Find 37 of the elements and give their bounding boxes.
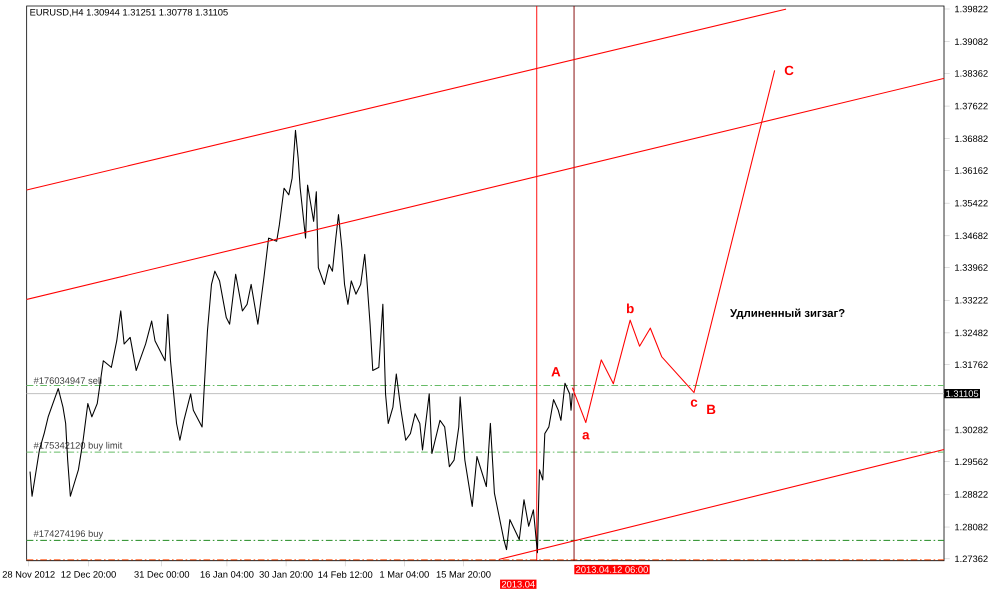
chart-title: EURUSD,H4 1.30944 1.31251 1.30778 1.31105 [30, 8, 228, 17]
y-tick-label: 1.33222 [955, 296, 988, 304]
y-tick-label: 1.35422 [955, 200, 988, 206]
y-tick-label: 1.38362 [955, 70, 988, 77]
annotation: b [626, 303, 634, 314]
annotation: A [551, 367, 560, 376]
y-tick-label: 1.28822 [955, 491, 988, 498]
y-tick-label: 1.36882 [955, 135, 988, 142]
y-tick-label: 1.39082 [955, 38, 988, 45]
y-tick-label: 1.39822 [955, 6, 988, 12]
y-tick-label: 1.36162 [955, 167, 988, 174]
y-tick-label: 1.27362 [955, 556, 988, 562]
x-tick-label: 31 Dec 00:00 [134, 571, 190, 578]
annotation: a [582, 432, 590, 440]
y-tick-label: 1.30282 [955, 426, 988, 434]
annotation: Удлиненный зигзаг? [730, 308, 844, 320]
x-tick-label: 1 Mar 04:00 [380, 571, 429, 578]
x-tick-label: 16 Jan 04:00 [200, 571, 254, 578]
y-tick-label: 1.34682 [955, 232, 988, 240]
x-tick-label: 15 Mar 20:00 [436, 571, 491, 578]
x-tick-label: 28 Nov 2012 [2, 571, 55, 578]
x-tick-label: 14 Feb 12:00 [318, 571, 372, 578]
annotation: B [707, 404, 716, 414]
y-tick-label: 1.31762 [955, 361, 988, 368]
ref-line-label: 2013.04 [502, 580, 535, 588]
annotation: C [784, 66, 794, 76]
ref-line-label: 1.31105 [946, 390, 978, 397]
annotation: c [690, 399, 698, 407]
ref-line-label: #174274196 buy [34, 530, 104, 539]
x-tick-label: 30 Jan 20:00 [259, 571, 313, 578]
y-tick-label: 1.29562 [955, 458, 988, 466]
ref-line-label: 2013.04.12 06:00 [576, 566, 648, 573]
y-tick-label: 1.37622 [955, 102, 988, 110]
y-tick-label: 1.32482 [955, 330, 988, 336]
x-tick-label: 12 Dec 20:00 [61, 571, 116, 578]
y-tick-label: 1.28082 [955, 524, 988, 530]
y-tick-label: 1.33962 [955, 264, 988, 271]
